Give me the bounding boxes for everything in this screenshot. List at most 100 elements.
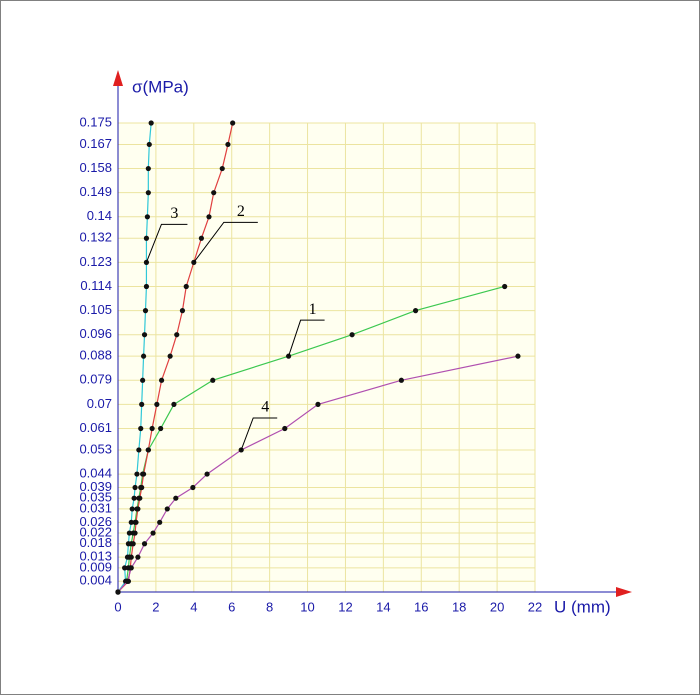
data-point xyxy=(122,565,128,571)
leader-line xyxy=(240,417,278,451)
x-tick-label: 6 xyxy=(228,599,235,614)
x-arrow xyxy=(616,587,632,597)
grid xyxy=(117,122,536,592)
leader-line xyxy=(145,223,188,263)
data-point xyxy=(143,283,150,290)
y-tick-label: 0.026 xyxy=(79,514,112,529)
y-tick-label: 0.018 xyxy=(79,535,112,550)
data-point xyxy=(206,214,212,220)
data-point xyxy=(145,190,151,196)
y-tick-label: 0.123 xyxy=(79,254,112,269)
data-point xyxy=(140,353,147,359)
data-point xyxy=(412,308,419,314)
data-point xyxy=(167,353,173,359)
data-point xyxy=(146,141,152,148)
x-tick-label: 0 xyxy=(114,599,121,614)
y-tick-label: 0.088 xyxy=(79,348,112,363)
data-point xyxy=(190,484,196,491)
y-tick-label: 0.013 xyxy=(79,549,112,564)
series-label: 2 xyxy=(237,203,245,220)
y-tick-label: 0.158 xyxy=(79,160,112,175)
data-point xyxy=(142,308,149,314)
data-point xyxy=(171,401,177,407)
data-point xyxy=(349,332,355,338)
data-point xyxy=(158,377,165,383)
y-tick-label: 0.009 xyxy=(79,559,112,574)
data-point xyxy=(124,554,131,560)
series-label: 1 xyxy=(309,301,317,318)
data-point xyxy=(133,519,139,525)
y-tick-label: 0.07 xyxy=(87,396,112,411)
x-tick-label: 18 xyxy=(452,599,466,614)
data-point xyxy=(126,530,132,536)
data-point xyxy=(502,283,508,290)
data-point xyxy=(135,554,141,560)
y-tick-label: 0.096 xyxy=(79,326,112,341)
y-tick-label: 0.079 xyxy=(79,372,112,387)
data-point xyxy=(141,541,148,547)
data-point xyxy=(145,447,151,453)
data-point xyxy=(137,495,143,501)
data-point xyxy=(140,377,146,383)
y-tick-label: 0.132 xyxy=(79,230,112,245)
data-point xyxy=(144,214,150,220)
data-point xyxy=(174,332,180,338)
data-point xyxy=(164,506,170,512)
data-point xyxy=(158,425,164,432)
x-tick-label: 20 xyxy=(490,599,504,614)
data-point xyxy=(125,541,132,547)
data-point xyxy=(141,332,148,338)
data-point xyxy=(143,235,150,241)
data-point xyxy=(398,377,404,383)
series-line xyxy=(117,355,519,593)
data-point xyxy=(315,401,321,407)
data-point xyxy=(230,120,236,126)
y-tick-label: 0.175 xyxy=(79,114,112,129)
data-point xyxy=(154,401,160,407)
x-tick-label: 12 xyxy=(338,599,352,614)
data-point xyxy=(225,141,231,148)
x-axis-title: U (mm) xyxy=(554,597,611,616)
data-point xyxy=(139,401,145,407)
plot: 1 2 3 4 xyxy=(115,120,521,595)
data-point xyxy=(128,519,134,525)
data-point xyxy=(138,425,144,432)
y-tick-label: 0.105 xyxy=(79,302,112,317)
data-point xyxy=(183,283,189,290)
x-tick-label: 22 xyxy=(528,599,542,614)
data-point xyxy=(150,530,156,536)
y-tick-label: 0.022 xyxy=(79,524,112,539)
y-tick-label: 0.14 xyxy=(87,208,112,223)
data-point xyxy=(140,471,147,477)
data-point xyxy=(198,235,204,241)
data-point xyxy=(148,120,154,126)
axes: σ(MPa) U (mm) 0.0040.0090.0130.0180.0220… xyxy=(79,70,632,616)
data-point xyxy=(139,484,145,491)
data-point xyxy=(204,471,210,477)
data-point xyxy=(157,519,163,525)
y-tick-label: 0.167 xyxy=(79,136,112,151)
y-tick-label: 0.035 xyxy=(79,490,112,505)
data-point xyxy=(515,353,521,359)
leader-line xyxy=(288,319,325,357)
data-point xyxy=(124,578,131,584)
data-point xyxy=(238,447,244,453)
data-point xyxy=(145,165,151,172)
data-point xyxy=(211,190,217,196)
data-point xyxy=(179,308,186,314)
y-arrow xyxy=(113,70,123,86)
y-tick-label: 0.149 xyxy=(79,184,112,199)
data-point xyxy=(132,530,138,536)
data-point xyxy=(130,541,136,547)
x-tick-label: 16 xyxy=(414,599,428,614)
x-tick-label: 8 xyxy=(266,599,273,614)
series-label: 3 xyxy=(170,205,178,222)
data-point xyxy=(134,471,140,477)
y-tick-label: 0.061 xyxy=(79,420,112,435)
x-tick-label: 4 xyxy=(190,599,197,614)
x-tick-label: 10 xyxy=(300,599,314,614)
y-tick-label: 0.039 xyxy=(79,479,112,494)
data-point xyxy=(132,484,138,491)
